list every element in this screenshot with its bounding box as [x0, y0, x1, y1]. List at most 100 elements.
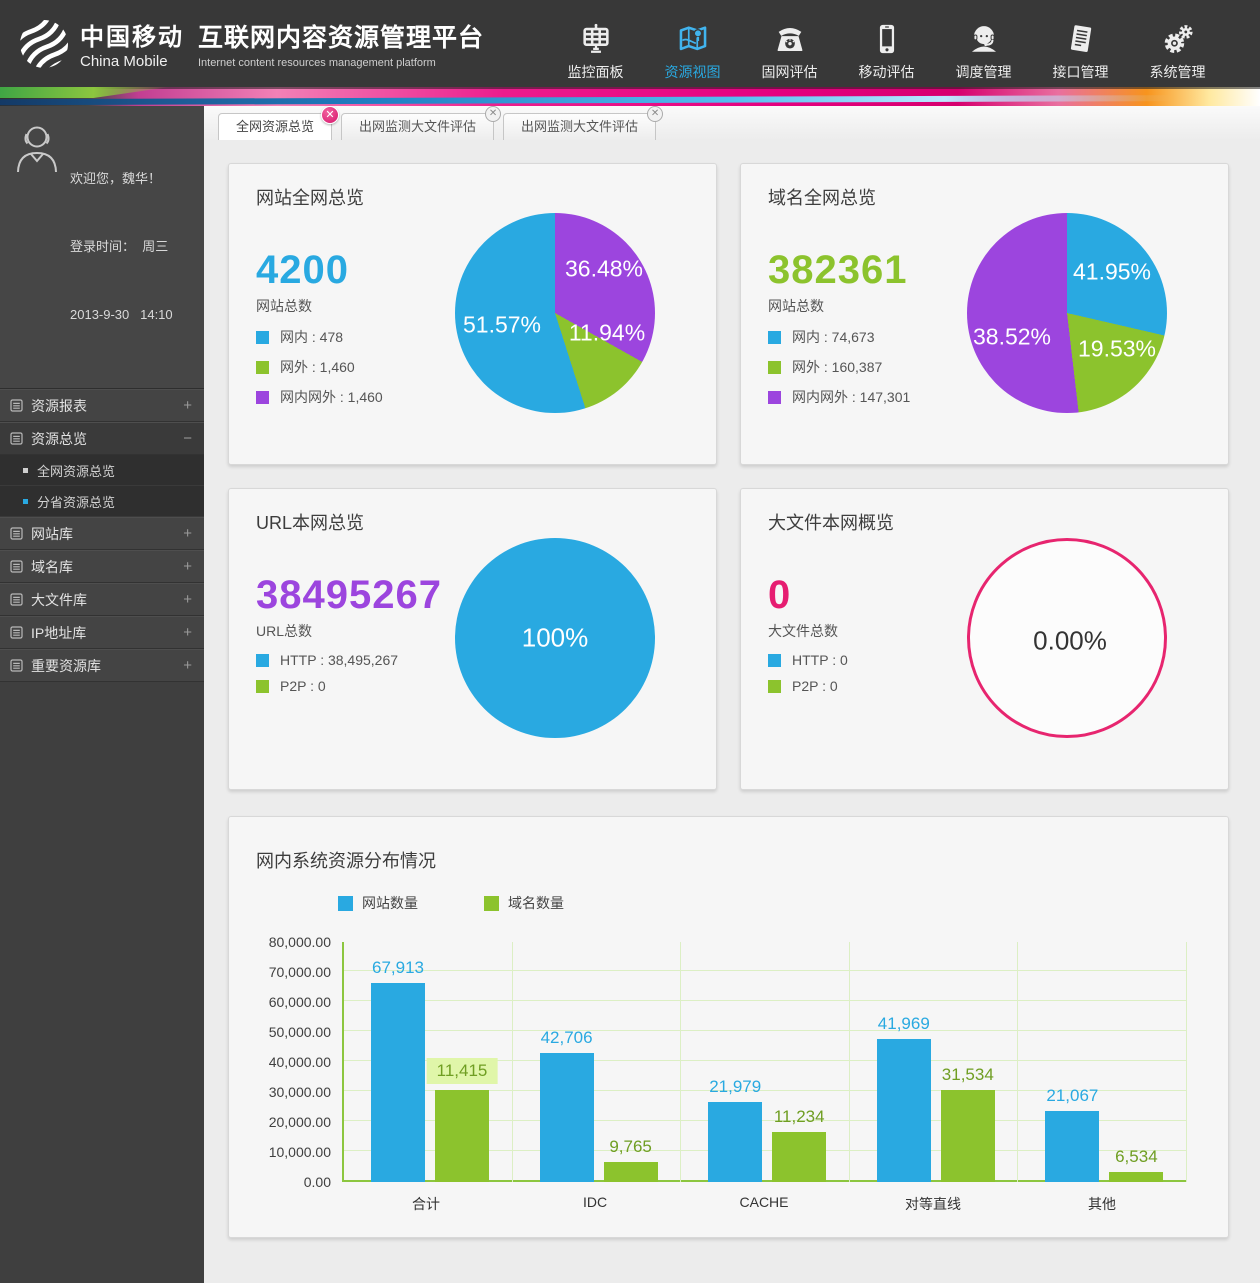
- platform-title: 互联网内容资源管理平台: [198, 24, 485, 52]
- total-count-label: 大文件总数: [768, 623, 838, 639]
- bar-域名数量: [603, 1162, 658, 1182]
- sidebar-item-resource-overview[interactable]: 资源总览 −: [0, 422, 204, 456]
- y-axis-tick-label: 40,000.00: [268, 1054, 331, 1070]
- nav-item-fixed-network-eval[interactable]: 固网评估: [741, 6, 838, 82]
- sidebar-item-website-library[interactable]: 网站库 +: [0, 517, 204, 551]
- document-icon: [10, 432, 23, 445]
- legend-swatch-icon: [484, 895, 499, 911]
- bar-value-label: 67,913: [372, 958, 424, 977]
- brand-ribbon: [0, 87, 1260, 106]
- total-count-label: URL总数: [256, 623, 313, 639]
- x-axis-category-label: 其他: [1088, 1196, 1116, 1212]
- tab-outbound-bigfile-eval-1[interactable]: 出网监测大文件评估 ✕: [341, 106, 502, 140]
- legend-swatch-icon: [768, 390, 781, 404]
- platform-heading: 互联网内容资源管理平台 Internet content resources m…: [198, 18, 484, 69]
- pie-legend: 网内 : 478 网外 : 1,460 网内网外 : 1,460: [256, 327, 383, 417]
- bar-网站数量: [1045, 1111, 1100, 1182]
- legend-text: P2P : 0: [792, 678, 838, 694]
- sidebar-item-label: IP地址库: [31, 624, 87, 641]
- bar-group: 21,979 11,234: [681, 942, 850, 1182]
- nav-label: 接口管理: [1052, 63, 1109, 80]
- nav-label: 资源视图: [664, 63, 721, 80]
- pie-percent-label: 0.00%: [1033, 625, 1107, 656]
- legend-text: HTTP : 0: [792, 652, 848, 668]
- close-icon[interactable]: ✕: [647, 106, 664, 122]
- nav-item-monitor-panel[interactable]: 监控面板: [547, 6, 644, 82]
- expand-plus-icon: +: [183, 558, 192, 576]
- pie-chart-website: 51.57% 36.48% 11.94%: [455, 213, 655, 413]
- tab-outbound-bigfile-eval-2[interactable]: 出网监测大文件评估 ✕: [503, 106, 664, 140]
- bar-legend-item: 网站数量: [338, 893, 418, 913]
- y-axis-tick-label: 0.00: [303, 1174, 331, 1190]
- nav-item-system-mgmt[interactable]: 系统管理: [1129, 6, 1226, 82]
- sidebar-subitem-province-overview[interactable]: 分省资源总览: [0, 486, 204, 518]
- y-axis-tick-label: 20,000.00: [268, 1114, 331, 1130]
- legend-swatch-icon: [768, 653, 781, 667]
- bar-value-label: 31,534: [941, 1065, 994, 1084]
- x-axis-category-label: CACHE: [739, 1194, 789, 1210]
- tab-label: 出网监测大文件评估: [521, 119, 639, 134]
- legend-swatch-icon: [768, 360, 781, 374]
- user-welcome: 欢迎您，魏华！: [70, 170, 162, 186]
- nav-item-interface-mgmt[interactable]: 接口管理: [1032, 6, 1129, 82]
- tab-bar: 全网资源总览 ✕ 出网监测大文件评估 ✕ 出网监测大文件评估 ✕: [204, 106, 1260, 141]
- document-icon: [10, 593, 23, 606]
- legend-item: 网内 : 478: [256, 327, 383, 347]
- bar-plot: 67,913 11,415 42,706 9,765 21,979 11,234 41,96…: [342, 942, 1187, 1182]
- avatar-icon: [17, 126, 57, 173]
- bar-value-label: 42,706: [540, 1028, 593, 1047]
- y-axis-tick-label: 80,000.00: [268, 934, 331, 950]
- legend-item: 网内 : 74,673: [768, 327, 910, 347]
- pie-percent-label: 36.48%: [564, 255, 644, 282]
- nav-item-mobile-eval[interactable]: 移动评估: [838, 6, 935, 82]
- document-icon: [10, 626, 23, 639]
- card-title: 大文件本网概览: [768, 513, 894, 533]
- total-count: 38495267: [256, 573, 442, 617]
- pie-percent-label: 100%: [521, 622, 589, 653]
- bar-group: 42,706 9,765: [513, 942, 682, 1182]
- sidebar-subitem-fullnet-overview[interactable]: 全网资源总览: [0, 455, 204, 487]
- sidebar-item-important-resources[interactable]: 重要资源库 +: [0, 649, 204, 683]
- legend-text: 网外 : 1,460: [280, 359, 355, 375]
- legend-item: HTTP : 38,495,267: [256, 652, 398, 668]
- pie-legend: 网内 : 74,673 网外 : 160,387 网内网外 : 147,301: [768, 327, 910, 417]
- close-icon[interactable]: ✕: [485, 106, 502, 122]
- tab-fullnet-resource-overview[interactable]: 全网资源总览 ✕: [218, 106, 340, 140]
- sidebar-item-label: 重要资源库: [31, 657, 101, 674]
- document-icon: [10, 399, 23, 412]
- bar-value-label: 11,234: [773, 1107, 825, 1126]
- sidebar-item-ip-library[interactable]: IP地址库 +: [0, 616, 204, 650]
- nav-item-dispatch-mgmt[interactable]: 调度管理: [935, 6, 1032, 82]
- nav-label: 固网评估: [761, 63, 818, 80]
- close-icon[interactable]: ✕: [321, 106, 340, 124]
- bar-group: 67,913 11,415: [344, 942, 513, 1182]
- legend-item: HTTP : 0: [768, 652, 848, 668]
- sidebar-item-resource-report[interactable]: 资源报表 +: [0, 389, 204, 423]
- legend-swatch-icon: [256, 679, 269, 693]
- y-axis-tick-label: 10,000.00: [268, 1144, 331, 1160]
- sidebar-item-domain-library[interactable]: 域名库 +: [0, 550, 204, 584]
- card-website-overview: 网站全网总览 4200 网站总数 网内 : 478 网外 : 1,460 网内网外 …: [228, 163, 717, 465]
- user-panel: 欢迎您，魏华！ 登录时间： 周三 2013-9-30 14:10: [0, 106, 204, 390]
- legend-item: 网内网外 : 1,460: [256, 387, 383, 407]
- total-count: 0: [768, 573, 792, 617]
- total-count-label: 网站总数: [768, 298, 824, 314]
- sidebar-item-label: 资源报表: [31, 397, 87, 414]
- pie-legend: HTTP : 0 P2P : 0: [768, 652, 848, 704]
- dashboard-cards: 网站全网总览 4200 网站总数 网内 : 478 网外 : 1,460 网内网外 …: [228, 163, 1229, 1238]
- pie-chart-domain: 41.95% 38.52% 19.53%: [967, 213, 1167, 413]
- sidebar-item-bigfile-library[interactable]: 大文件库 +: [0, 583, 204, 617]
- document-icon: [10, 527, 23, 540]
- legend-swatch-icon: [338, 895, 353, 911]
- sidebar-item-label: 大文件库: [31, 591, 87, 608]
- document-icon: [10, 659, 23, 672]
- collapse-minus-icon: −: [183, 430, 192, 448]
- legend-text: 域名数量: [508, 895, 564, 911]
- legend-text: 网内网外 : 147,301: [792, 389, 911, 405]
- card-url-overview: URL本网总览 38495267 URL总数 HTTP : 38,495,267…: [228, 488, 717, 790]
- legend-item: 网外 : 160,387: [768, 357, 910, 377]
- sidebar-item-label: 域名库: [31, 558, 73, 575]
- x-axis-category-label: 合计: [412, 1196, 440, 1212]
- nav-item-resource-view[interactable]: 资源视图: [644, 6, 741, 82]
- bullet-icon: [23, 467, 28, 473]
